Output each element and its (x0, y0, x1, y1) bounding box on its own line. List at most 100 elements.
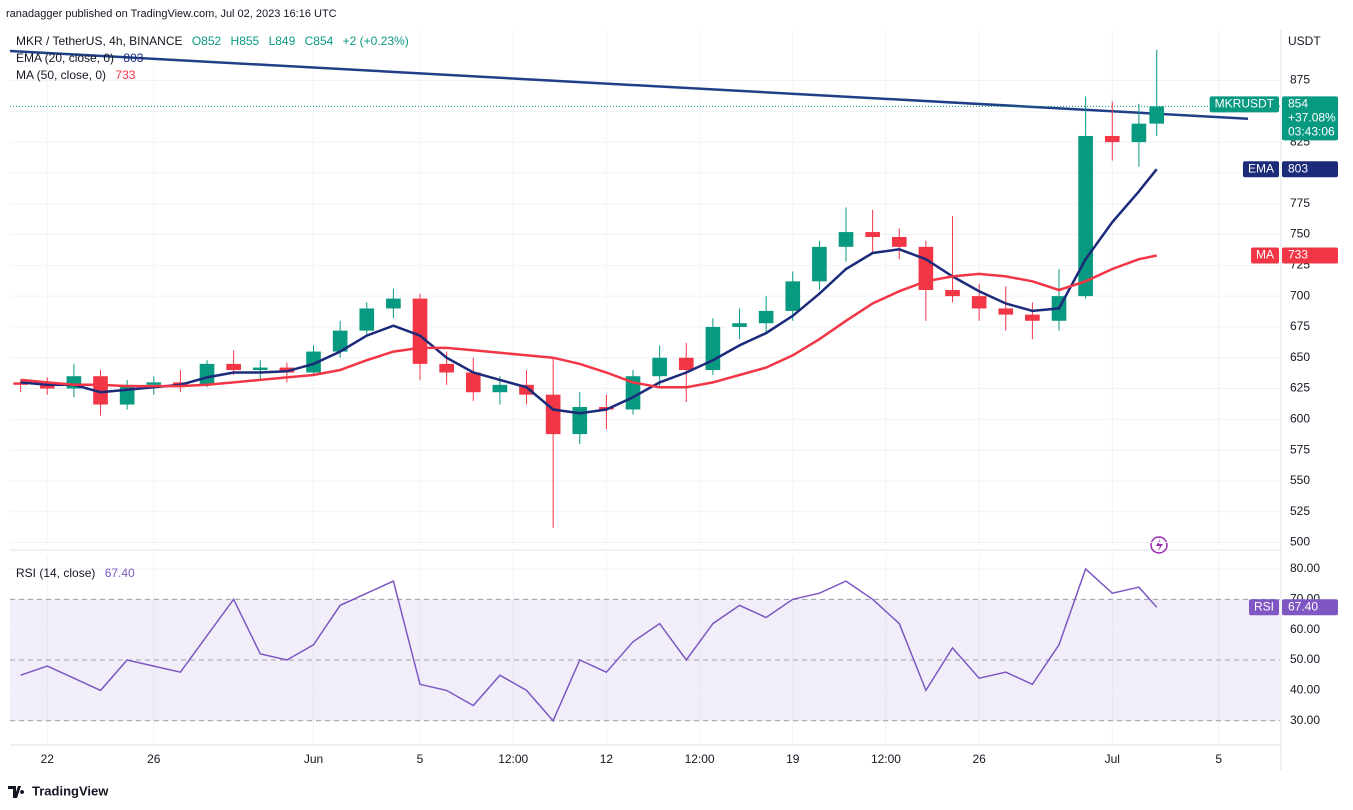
ma-name: MA (50, close, 0) (16, 68, 107, 82)
trendline (9, 49, 1249, 120)
series-tag-box (1282, 161, 1338, 178)
candle-body (1131, 123, 1147, 143)
y-tick-label: 875 (1290, 73, 1310, 87)
brand-logo (8, 786, 25, 798)
rsi-tag-label: RSI (1254, 599, 1274, 613)
x-tick-label: 26 (972, 752, 986, 766)
candle-body (945, 289, 960, 297)
y-tick-label: 30.00 (1290, 713, 1320, 727)
candle-body (545, 394, 561, 435)
candle-body (465, 372, 481, 393)
candle-body (412, 298, 428, 364)
candle-body (678, 357, 694, 371)
candle-body (359, 308, 375, 331)
publisher: ranadagger published on TradingView.com,… (6, 8, 337, 20)
ohlc-low: L849 (268, 34, 296, 48)
price-tag-text: 854 (1288, 97, 1308, 111)
x-tick-label: Jul (1105, 752, 1120, 766)
y-tick-label: 625 (1290, 381, 1310, 395)
y-unit: USDT (1288, 34, 1321, 48)
ema-name: EMA (20, close, 0) (16, 51, 115, 65)
candle-body (838, 232, 854, 247)
rsi-line (20, 567, 1158, 723)
candle-body (119, 384, 135, 405)
candle-body (386, 298, 401, 309)
candle-body (1104, 135, 1120, 143)
brand: TradingView (32, 783, 109, 798)
price-tag-text: +37.08% (1288, 111, 1336, 125)
rsi-tag-text: 67.40 (1288, 599, 1318, 613)
series-tag-label: MA (1256, 248, 1274, 262)
candle-body (785, 281, 801, 311)
candle-body (146, 382, 162, 385)
x-tick-label: Jun (304, 752, 323, 766)
y-tick-label: 775 (1290, 196, 1310, 210)
candle-body (199, 363, 215, 385)
candle-body (865, 232, 880, 237)
y-tick-label: 575 (1290, 442, 1310, 456)
series-tag-text: 733 (1288, 248, 1308, 262)
candle-body (812, 246, 827, 282)
y-tick-label: 750 (1290, 227, 1310, 241)
candle-body (1078, 135, 1093, 297)
x-tick-label: 26 (147, 752, 161, 766)
candle-body (572, 407, 588, 435)
y-tick-label: 50.00 (1290, 652, 1320, 666)
candle-body (492, 384, 508, 393)
series-tag-label-box (1242, 161, 1279, 178)
price-tag-box (1282, 96, 1338, 141)
x-tick-label: 5 (1215, 752, 1222, 766)
price-tag-text: 03:43:06 (1288, 125, 1335, 139)
candle-body (732, 323, 747, 327)
candle-body (625, 376, 641, 410)
rsi-name: RSI (14, close) (16, 566, 96, 580)
series-tag-box (1282, 247, 1338, 264)
ema-value: 803 (123, 51, 144, 65)
legend-rsi: RSI (14, close) 67.40 (16, 566, 141, 580)
legend-ema: EMA (20, close, 0) 803 (16, 51, 149, 65)
candle-body (1149, 106, 1165, 124)
ma-value: 733 (115, 68, 136, 82)
ma-line (20, 168, 1158, 415)
candle-body (758, 310, 774, 324)
x-tick-label: 12:00 (871, 752, 901, 766)
candle-body (332, 330, 348, 352)
price-tag-label: MKRUSDT (1215, 97, 1275, 111)
event-icon-bolt (1156, 539, 1163, 551)
candle-body (252, 367, 268, 371)
candle-body (306, 351, 321, 373)
x-tick-label: 19 (786, 752, 800, 766)
y-tick-label: 550 (1290, 473, 1310, 487)
candle-body (93, 376, 108, 405)
y-tick-label: 80.00 (1290, 561, 1320, 575)
candle-body (652, 357, 667, 377)
x-tick-label: 12:00 (685, 752, 715, 766)
candle-body (226, 363, 241, 371)
ohlc-change: +2 (+0.23%) (342, 34, 409, 48)
candle-body (519, 384, 534, 395)
price-tag-label-box (1209, 96, 1279, 113)
rsi-tag-label-box (1248, 599, 1279, 616)
candle-body (998, 308, 1014, 315)
x-tick-label: 5 (417, 752, 424, 766)
x-tick-label: 12:00 (498, 752, 528, 766)
legend-ma: MA (50, close, 0) 733 (16, 68, 141, 82)
candle-body (971, 296, 987, 309)
y-tick-label: 40.00 (1290, 683, 1320, 697)
ohlc-high: H855 (230, 34, 260, 48)
y-tick-label: 525 (1290, 504, 1310, 518)
y-tick-label: 60.00 (1290, 622, 1320, 636)
candle-body (891, 236, 907, 247)
ohlc-close: C854 (304, 34, 334, 48)
series-tag-label: EMA (1248, 161, 1274, 175)
y-tick-label: 650 (1290, 350, 1310, 364)
series-tag-text: 803 (1288, 161, 1308, 175)
series-tag-label-box (1251, 247, 1279, 264)
event-icon[interactable] (1150, 536, 1168, 554)
y-tick-label: 600 (1290, 412, 1310, 426)
y-tick-label: 700 (1290, 288, 1310, 302)
